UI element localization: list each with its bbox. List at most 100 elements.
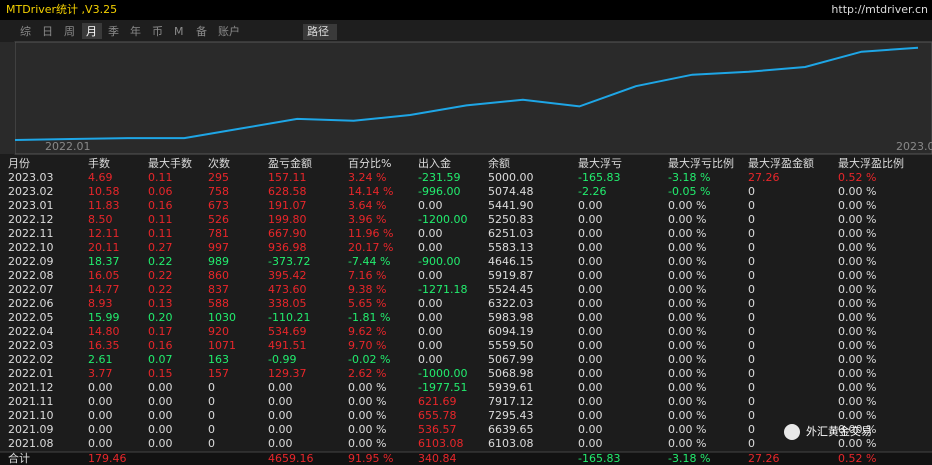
cell: 0.00 % [348,395,386,408]
cell: 0.00 % [838,409,876,422]
path-button-bg [303,24,337,40]
tab[interactable]: 日 [42,25,53,38]
tab[interactable]: 月 [86,25,97,38]
cell: 5919.87 [488,269,534,282]
cell: 2021.12 [8,381,54,394]
cell: 9.70 % [348,339,386,352]
tab[interactable]: 币 [152,25,163,38]
cell: 0 [748,297,755,310]
cell: 0 [748,227,755,240]
cell: 0.00 % [838,339,876,352]
cell: 0.00 % [348,423,386,436]
cell: 9.38 % [348,283,386,296]
path-button[interactable]: 路径 [307,25,329,38]
cell: 0.00 % [838,297,876,310]
cell: 5583.13 [488,241,534,254]
cell: 0.00 % [348,381,386,394]
cell: 0 [748,241,755,254]
cell: 0.00 % [838,325,876,338]
cell: 0.00 [148,381,173,394]
cell: 2021.10 [8,409,54,422]
column-header: 最大浮亏比例 [668,156,734,170]
cell: 0 [748,395,755,408]
cell: 20.11 [88,241,120,254]
cell: 27.26 [748,171,780,184]
tab[interactable]: 综 [20,24,31,38]
cell: 758 [208,185,229,198]
tab[interactable]: 年 [130,24,141,38]
cell: 3.77 [88,367,113,380]
cell: 6322.03 [488,297,534,310]
cell: 0.00 [578,241,603,254]
cell: 2022.12 [8,213,54,226]
cell: 0.00 % [668,437,706,450]
column-header: 出入金 [418,156,451,170]
cell: 0.16 [148,199,173,212]
cell: 0 [748,353,755,366]
cell: 5939.61 [488,381,534,394]
cell: -1.81 % [348,311,390,324]
cell: 0.00 % [668,395,706,408]
cell: 0 [748,199,755,212]
cell: 837 [208,283,229,296]
cell: 0.00 [418,353,443,366]
cell: 0.00 [418,269,443,282]
tab[interactable]: 账户 [218,24,240,38]
cell: 12.11 [88,227,120,240]
total-row-bg [0,452,932,465]
cell: 0.00 % [348,437,386,450]
cell: 0 [208,423,215,436]
cell: -0.05 % [668,185,710,198]
cell: 8.50 [88,213,113,226]
total-cell: -165.83 [578,452,620,465]
cell: 0.00 % [838,255,876,268]
cell: 0.00 [88,423,113,436]
total-cell: 91.95 % [348,452,393,465]
cell: 920 [208,325,229,338]
tab[interactable]: 周 [64,25,75,38]
cell: 2023.02 [8,185,54,198]
cell: 129.37 [268,367,307,380]
cell: 0 [208,409,215,422]
cell: 0 [208,395,215,408]
column-header: 次数 [208,156,230,170]
cell: 9.62 % [348,325,386,338]
cell: 0 [208,381,215,394]
cell: 536.57 [418,423,457,436]
cell: 0.00 % [668,255,706,268]
cell: 5.65 % [348,297,386,310]
cell: 0.00 % [838,241,876,254]
column-header: 余额 [488,156,510,170]
total-cell: 179.46 [88,452,127,465]
cell: 5068.98 [488,367,534,380]
cell: 157 [208,367,229,380]
cell: 3.96 % [348,213,386,226]
cell: 2021.09 [8,423,54,436]
tab[interactable]: 备 [196,24,207,38]
cell: 0.00 % [838,199,876,212]
url[interactable]: http://mtdriver.cn [831,3,928,16]
cell: 0.00 [88,437,113,450]
cell: 14.80 [88,325,120,338]
tab[interactable]: 季 [108,25,119,38]
cell: 0 [748,437,755,450]
cell: 0.00 % [838,381,876,394]
cell: -1977.51 [418,381,467,394]
cell: 0.27 [148,241,173,254]
balance-line [14,46,919,141]
cell: 628.58 [268,185,307,198]
column-header: 最大浮盈比例 [838,156,904,170]
cell: 338.05 [268,297,307,310]
cell: 0 [748,423,755,436]
cell: 473.60 [268,283,307,296]
cell: 0.00 [88,409,113,422]
cell: 0.15 [148,367,173,380]
cell: 0.00 % [838,283,876,296]
cell: 2022.04 [8,325,54,338]
cell: 0 [748,255,755,268]
cell: 7917.12 [488,395,534,408]
cell: 0.00 % [668,227,706,240]
tab[interactable]: M [174,25,184,38]
cell: 2022.08 [8,269,54,282]
